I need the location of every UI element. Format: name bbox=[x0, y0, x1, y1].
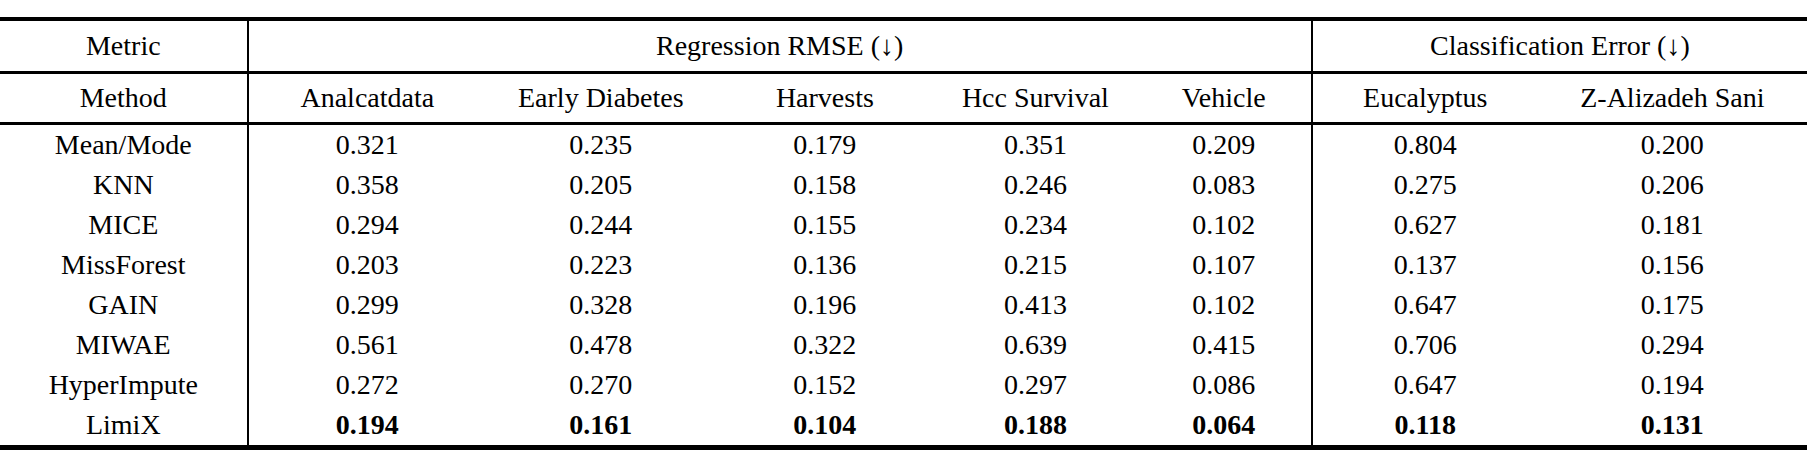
value-cell: 0.215 bbox=[934, 245, 1136, 285]
value-cell: 0.205 bbox=[486, 165, 715, 205]
value-cell: 0.328 bbox=[486, 285, 715, 325]
col-header-early-diabetes: Early Diabetes bbox=[486, 73, 715, 124]
value-cell: 0.358 bbox=[248, 165, 487, 205]
method-cell: MICE bbox=[0, 205, 248, 245]
value-cell: 0.299 bbox=[248, 285, 487, 325]
value-cell: 0.102 bbox=[1137, 285, 1312, 325]
results-table: Metric Regression RMSE (↓) Classificatio… bbox=[0, 17, 1807, 450]
value-cell: 0.158 bbox=[716, 165, 935, 205]
value-cell: 0.102 bbox=[1137, 205, 1312, 245]
value-cell: 0.064 bbox=[1137, 405, 1312, 448]
value-cell: 0.175 bbox=[1538, 285, 1807, 325]
value-cell: 0.322 bbox=[716, 325, 935, 365]
value-cell: 0.246 bbox=[934, 165, 1136, 205]
method-cell: HyperImpute bbox=[0, 365, 248, 405]
value-cell: 0.234 bbox=[934, 205, 1136, 245]
method-cell: MIWAE bbox=[0, 325, 248, 365]
col-header-vehicle: Vehicle bbox=[1137, 73, 1312, 124]
value-cell: 0.118 bbox=[1312, 405, 1538, 448]
table-body: Mean/Mode0.3210.2350.1790.3510.2090.8040… bbox=[0, 124, 1807, 448]
method-cell: LimiX bbox=[0, 405, 248, 448]
value-cell: 0.179 bbox=[716, 124, 935, 166]
table-row: MissForest0.2030.2230.1360.2150.1070.137… bbox=[0, 245, 1807, 285]
table-row: HyperImpute0.2720.2700.1520.2970.0860.64… bbox=[0, 365, 1807, 405]
col-header-harvests: Harvests bbox=[716, 73, 935, 124]
col-header-analcatdata: Analcatdata bbox=[248, 73, 487, 124]
method-cell: KNN bbox=[0, 165, 248, 205]
value-cell: 0.321 bbox=[248, 124, 487, 166]
value-cell: 0.235 bbox=[486, 124, 715, 166]
value-cell: 0.294 bbox=[248, 205, 487, 245]
value-cell: 0.561 bbox=[248, 325, 487, 365]
method-cell: MissForest bbox=[0, 245, 248, 285]
method-cell: Mean/Mode bbox=[0, 124, 248, 166]
table-row: KNN0.3580.2050.1580.2460.0830.2750.206 bbox=[0, 165, 1807, 205]
value-cell: 0.413 bbox=[934, 285, 1136, 325]
metric-header-label: Metric bbox=[0, 19, 248, 73]
value-cell: 0.706 bbox=[1312, 325, 1538, 365]
value-cell: 0.196 bbox=[716, 285, 935, 325]
value-cell: 0.647 bbox=[1312, 285, 1538, 325]
value-cell: 0.104 bbox=[716, 405, 935, 448]
col-header-hcc-survival: Hcc Survival bbox=[934, 73, 1136, 124]
table-row: GAIN0.2990.3280.1960.4130.1020.6470.175 bbox=[0, 285, 1807, 325]
value-cell: 0.223 bbox=[486, 245, 715, 285]
value-cell: 0.181 bbox=[1538, 205, 1807, 245]
table-row: LimiX0.1940.1610.1040.1880.0640.1180.131 bbox=[0, 405, 1807, 448]
col-header-eucalyptus: Eucalyptus bbox=[1312, 73, 1538, 124]
regression-group-header: Regression RMSE (↓) bbox=[248, 19, 1312, 73]
value-cell: 0.203 bbox=[248, 245, 487, 285]
value-cell: 0.155 bbox=[716, 205, 935, 245]
metric-header-row: Metric Regression RMSE (↓) Classificatio… bbox=[0, 19, 1807, 73]
method-header-row: Method Analcatdata Early Diabetes Harves… bbox=[0, 73, 1807, 124]
value-cell: 0.161 bbox=[486, 405, 715, 448]
value-cell: 0.200 bbox=[1538, 124, 1807, 166]
value-cell: 0.194 bbox=[1538, 365, 1807, 405]
value-cell: 0.272 bbox=[248, 365, 487, 405]
value-cell: 0.188 bbox=[934, 405, 1136, 448]
value-cell: 0.415 bbox=[1137, 325, 1312, 365]
value-cell: 0.351 bbox=[934, 124, 1136, 166]
value-cell: 0.086 bbox=[1137, 365, 1312, 405]
value-cell: 0.156 bbox=[1538, 245, 1807, 285]
value-cell: 0.275 bbox=[1312, 165, 1538, 205]
value-cell: 0.107 bbox=[1137, 245, 1312, 285]
value-cell: 0.270 bbox=[486, 365, 715, 405]
value-cell: 0.804 bbox=[1312, 124, 1538, 166]
value-cell: 0.209 bbox=[1137, 124, 1312, 166]
table-row: Mean/Mode0.3210.2350.1790.3510.2090.8040… bbox=[0, 124, 1807, 166]
classification-group-header: Classification Error (↓) bbox=[1312, 19, 1807, 73]
value-cell: 0.294 bbox=[1538, 325, 1807, 365]
method-cell: GAIN bbox=[0, 285, 248, 325]
value-cell: 0.131 bbox=[1538, 405, 1807, 448]
table-row: MIWAE0.5610.4780.3220.6390.4150.7060.294 bbox=[0, 325, 1807, 365]
value-cell: 0.083 bbox=[1137, 165, 1312, 205]
value-cell: 0.297 bbox=[934, 365, 1136, 405]
table-row: MICE0.2940.2440.1550.2340.1020.6270.181 bbox=[0, 205, 1807, 245]
value-cell: 0.152 bbox=[716, 365, 935, 405]
value-cell: 0.136 bbox=[716, 245, 935, 285]
value-cell: 0.639 bbox=[934, 325, 1136, 365]
col-header-z-alizadeh-sani: Z-Alizadeh Sani bbox=[1538, 73, 1807, 124]
method-header-label: Method bbox=[0, 73, 248, 124]
value-cell: 0.647 bbox=[1312, 365, 1538, 405]
value-cell: 0.478 bbox=[486, 325, 715, 365]
value-cell: 0.627 bbox=[1312, 205, 1538, 245]
paper-results-figure: Metric Regression RMSE (↓) Classificatio… bbox=[0, 0, 1807, 473]
value-cell: 0.194 bbox=[248, 405, 487, 448]
value-cell: 0.206 bbox=[1538, 165, 1807, 205]
value-cell: 0.244 bbox=[486, 205, 715, 245]
value-cell: 0.137 bbox=[1312, 245, 1538, 285]
